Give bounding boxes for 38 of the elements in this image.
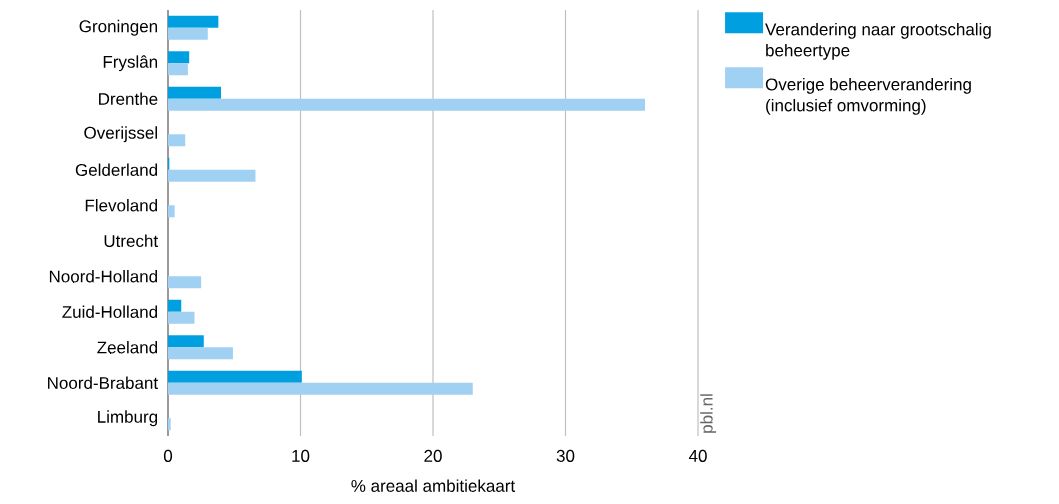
bar	[168, 86, 222, 99]
y-tick-label: Gelderland	[75, 163, 158, 176]
bar	[168, 15, 219, 28]
bar	[168, 63, 188, 76]
bar	[168, 98, 646, 111]
y-tick-label: Flevoland	[85, 199, 158, 212]
bar	[168, 134, 186, 147]
bar	[168, 347, 233, 360]
legend-label: Verandering naar grootschalig beheertype	[765, 22, 991, 60]
y-tick-label: Limburg	[98, 410, 158, 427]
y-tick-label: Utrecht	[104, 234, 158, 247]
bar	[168, 311, 195, 324]
bar	[168, 370, 302, 383]
bar	[168, 299, 182, 312]
text: pbl.nl	[700, 394, 717, 433]
x-tick-label: 40	[688, 449, 707, 462]
y-tick-label: Noord-Brabant	[48, 376, 158, 389]
y-tick-label: Zuid-Holland	[62, 305, 158, 318]
bar	[168, 169, 256, 182]
legend-label: Overige beheerverandering (inclusief omvorming)	[765, 77, 971, 115]
y-tick-label: Overijssel	[84, 126, 157, 143]
bar	[168, 335, 204, 348]
y-tick-label: Drenthe	[99, 92, 158, 105]
y-tick-label: Zeeland	[97, 341, 158, 354]
y-tick-label: Noord-Holland	[49, 270, 158, 283]
x-tick-label: 10	[292, 449, 310, 462]
x-tick-label: 30	[556, 449, 575, 462]
bar	[168, 51, 190, 64]
y-tick-label: Fryslân	[103, 55, 158, 72]
x-axis-title: % areaal ambitiekaart	[351, 479, 516, 492]
y-tick-label: Groningen	[79, 19, 158, 36]
bar	[168, 276, 202, 289]
x-tick-label: 20	[424, 449, 442, 462]
x-tick-label: 0	[163, 449, 173, 462]
bar	[168, 205, 175, 218]
bar	[168, 27, 208, 40]
bar	[168, 382, 473, 395]
bar	[168, 418, 171, 431]
